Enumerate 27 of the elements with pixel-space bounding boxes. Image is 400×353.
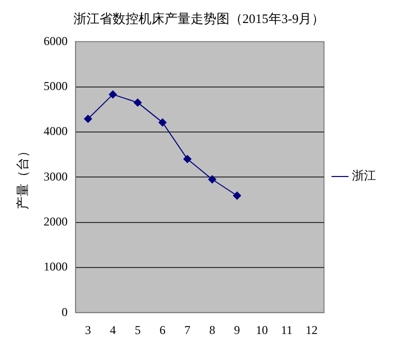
legend-label: 浙江	[352, 168, 376, 183]
chart-title: 浙江省数控机床产量走势图（2015年3-9月）	[73, 11, 325, 26]
x-tick-label: 9	[234, 322, 240, 337]
y-axis-title: 产量（台）	[15, 144, 30, 210]
x-tick-label: 7	[184, 322, 190, 337]
y-tick-label: 4000	[44, 124, 68, 138]
point	[158, 118, 167, 126]
y-tick-label: 2000	[44, 214, 68, 228]
x-tick-label: 3	[85, 322, 92, 337]
point	[84, 114, 92, 123]
y-tick-label: 6000	[44, 34, 68, 48]
x-tick-label: 6	[160, 322, 166, 337]
x-tick-label: 11	[280, 322, 293, 337]
x-tick-label: 10	[256, 322, 268, 337]
x-tick-label: 12	[306, 322, 318, 337]
y-tick-label: 5000	[44, 78, 68, 93]
x-tick-label: 5	[134, 322, 141, 337]
point	[183, 155, 192, 164]
x-tick-label: 8	[209, 322, 216, 337]
y-tick-label: 3000	[44, 169, 68, 184]
y-tick-label: 0	[62, 304, 68, 319]
point	[233, 192, 242, 200]
point	[208, 175, 216, 184]
y-tick-label: 1000	[44, 260, 68, 274]
x-tick-label: 4	[110, 322, 116, 337]
point	[134, 98, 142, 107]
point	[108, 90, 117, 98]
